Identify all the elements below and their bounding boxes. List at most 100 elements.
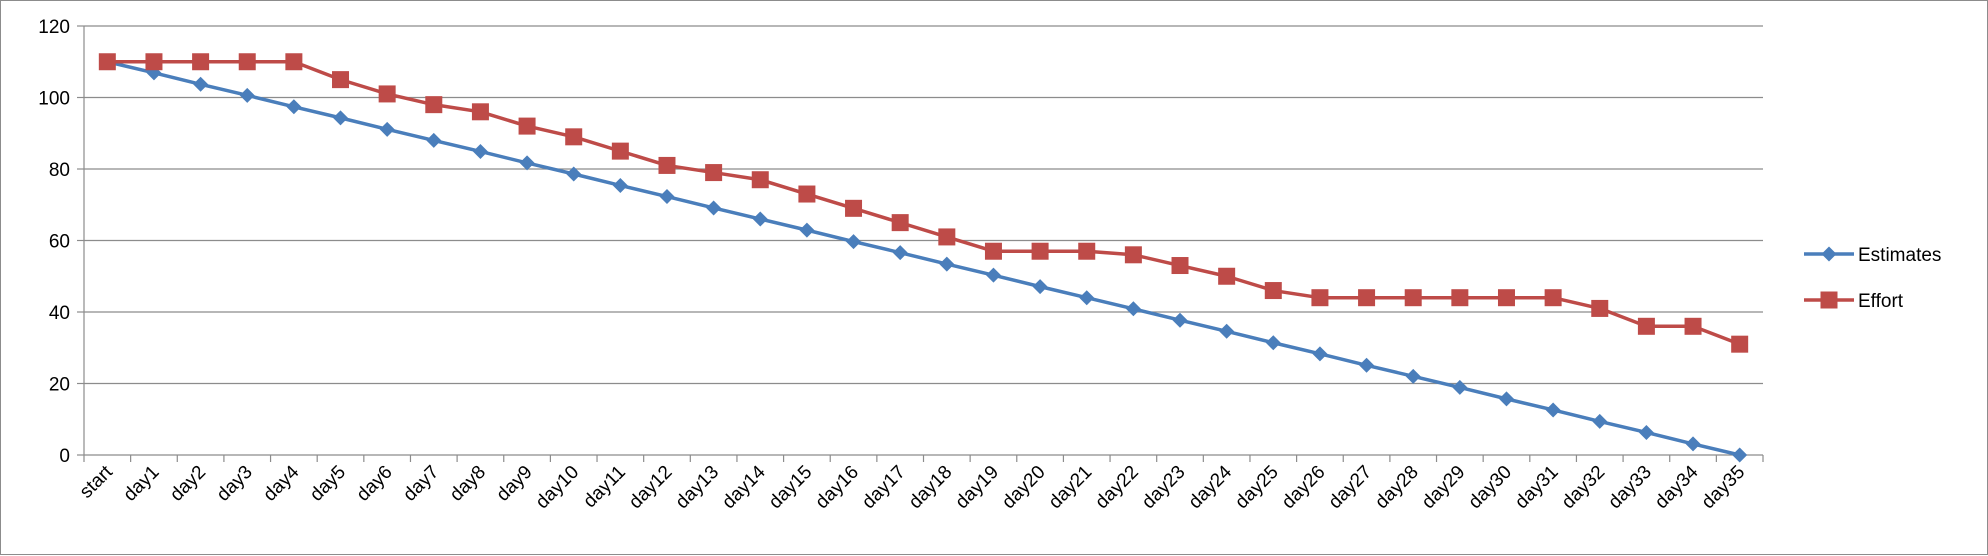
x-tick-label: day29	[1418, 462, 1469, 513]
data-point-estimates	[1405, 368, 1421, 384]
data-point-effort	[471, 103, 489, 121]
data-point-estimates	[612, 177, 628, 193]
y-tick-label: 80	[49, 160, 70, 181]
data-point-estimates	[1545, 402, 1561, 418]
x-tick-label: day1	[120, 462, 164, 506]
x-tick-label: day24	[1185, 461, 1237, 513]
x-tick-label: day10	[532, 462, 583, 513]
x-tick-label: day25	[1231, 462, 1282, 513]
data-point-effort	[984, 242, 1002, 260]
x-tick-label: day28	[1371, 462, 1422, 513]
data-point-effort	[938, 228, 956, 246]
data-point-estimates	[1498, 391, 1514, 407]
data-point-effort	[1031, 242, 1049, 260]
data-point-effort	[611, 142, 629, 160]
legend-label-effort: Effort	[1858, 291, 1904, 312]
data-point-estimates	[519, 155, 535, 171]
data-point-estimates	[1219, 323, 1235, 339]
data-point-effort	[1637, 317, 1655, 335]
data-point-effort	[1124, 246, 1142, 264]
data-point-effort	[1591, 299, 1609, 317]
data-point-estimates	[752, 211, 768, 227]
x-tick-label: day11	[579, 462, 629, 512]
data-point-estimates	[1265, 335, 1281, 351]
data-point-estimates	[333, 110, 349, 126]
data-point-effort	[1451, 289, 1469, 307]
data-point-effort	[658, 156, 676, 174]
data-point-effort	[192, 53, 210, 71]
data-point-effort	[1264, 282, 1282, 300]
data-point-estimates	[426, 132, 442, 148]
legend-marker-effort	[1820, 291, 1838, 309]
data-point-effort	[1731, 335, 1749, 353]
data-point-effort	[1218, 267, 1236, 285]
y-tick-label: 40	[49, 303, 70, 324]
x-tick-label: day35	[1698, 462, 1749, 513]
data-point-effort	[1171, 257, 1189, 275]
data-point-effort	[705, 164, 723, 182]
x-tick-label: day3	[213, 462, 257, 506]
data-point-estimates	[1359, 357, 1375, 373]
data-point-effort	[98, 53, 116, 71]
data-point-estimates	[799, 222, 815, 238]
x-tick-label: day30	[1465, 462, 1516, 513]
x-tick-label: day14	[718, 461, 770, 513]
x-tick-label: day9	[493, 462, 537, 506]
data-point-effort	[238, 53, 256, 71]
data-point-effort	[1497, 289, 1515, 307]
data-point-estimates	[1172, 312, 1188, 328]
x-tick-label: day12	[625, 462, 676, 513]
x-tick-label: start	[76, 461, 117, 502]
x-tick-label: day33	[1604, 462, 1655, 513]
data-point-estimates	[659, 189, 675, 205]
data-point-estimates	[1125, 301, 1141, 317]
data-point-effort	[751, 171, 769, 189]
x-tick-label: day27	[1325, 462, 1376, 513]
x-tick-label: day15	[765, 462, 816, 513]
x-tick-label: day17	[858, 462, 909, 513]
y-tick-label: 100	[38, 89, 70, 110]
y-tick-label: 20	[49, 375, 70, 396]
data-point-estimates	[1312, 346, 1328, 362]
x-tick-label: day18	[905, 462, 956, 513]
data-point-effort	[1684, 317, 1702, 335]
x-tick-label: day19	[952, 462, 1003, 513]
x-tick-label: day26	[1278, 462, 1329, 513]
x-tick-label: day4	[259, 461, 303, 505]
legend: Estimates Effort	[1804, 245, 1941, 312]
series-line-estimates	[106, 60, 1741, 457]
x-tick-label: day13	[672, 462, 723, 513]
x-tick-label: day23	[1138, 462, 1189, 513]
data-point-estimates	[286, 99, 302, 115]
x-tick-label: day31	[1511, 462, 1562, 513]
data-point-effort	[145, 53, 163, 71]
data-point-effort	[1544, 289, 1562, 307]
data-point-estimates	[1079, 290, 1095, 306]
data-point-estimates	[985, 267, 1001, 283]
data-point-effort	[565, 128, 583, 146]
data-point-effort	[378, 85, 396, 103]
data-point-effort	[845, 199, 863, 217]
data-point-estimates	[846, 234, 862, 250]
data-point-estimates	[706, 200, 722, 216]
data-point-estimates	[472, 143, 488, 159]
data-point-effort	[285, 53, 303, 71]
data-point-estimates	[939, 256, 955, 272]
data-point-effort	[1078, 242, 1096, 260]
x-tick-label: day22	[1091, 462, 1142, 513]
x-tick-label: day21	[1045, 462, 1096, 513]
data-point-estimates	[1592, 413, 1608, 429]
data-point-estimates	[239, 87, 255, 103]
data-point-estimates	[1732, 447, 1748, 463]
x-tick-label: day7	[399, 462, 443, 506]
data-point-estimates	[1452, 379, 1468, 395]
grid-lines	[84, 25, 1763, 385]
x-tick-label: day16	[812, 462, 863, 513]
legend-label-estimates: Estimates	[1858, 245, 1941, 266]
x-tick-label: day8	[446, 462, 490, 506]
data-point-estimates	[379, 121, 395, 137]
x-tick-label: day20	[998, 462, 1049, 513]
data-point-effort	[1404, 289, 1422, 307]
